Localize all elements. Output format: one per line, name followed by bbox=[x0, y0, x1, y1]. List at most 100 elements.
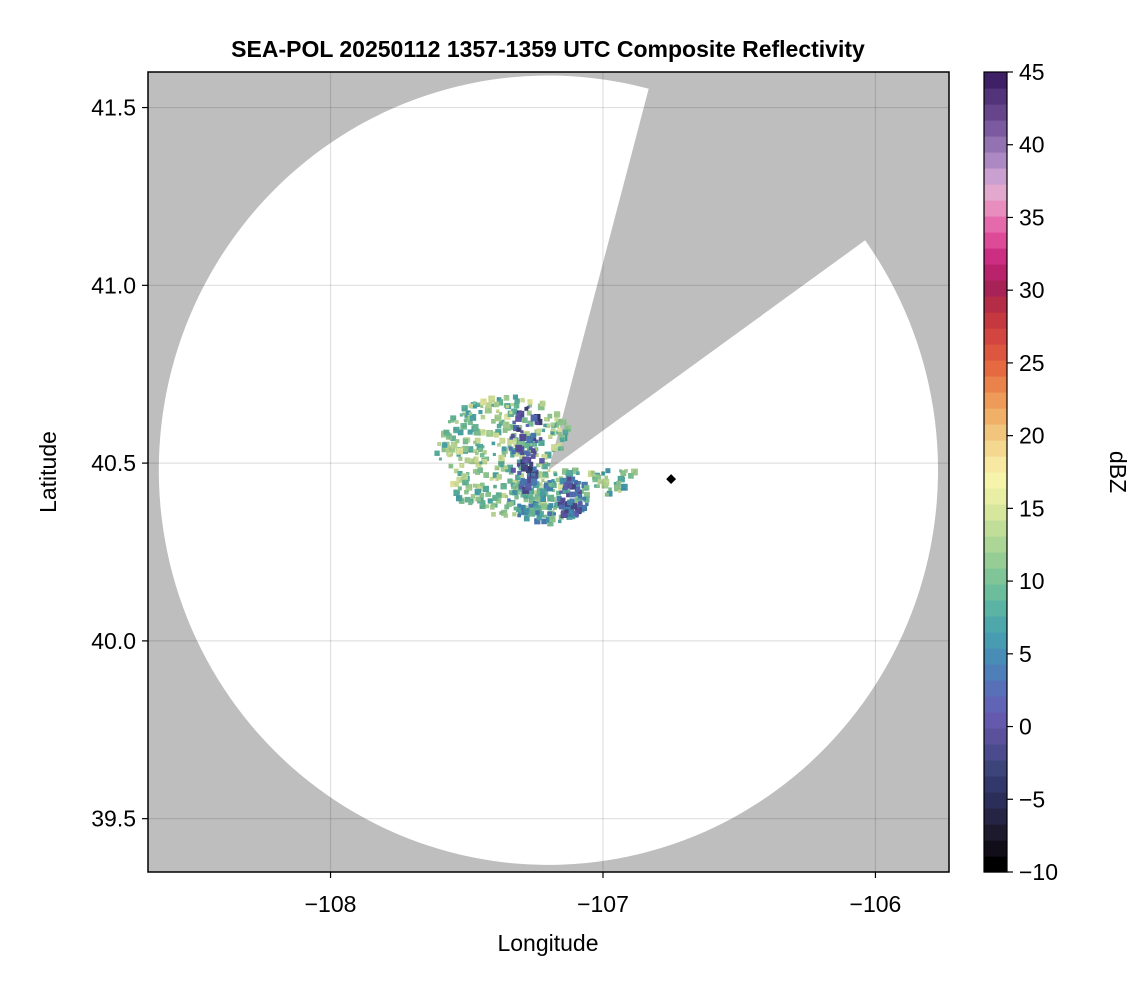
echo-pixel bbox=[557, 446, 562, 451]
echo-pixel bbox=[574, 481, 579, 485]
echo-pixel bbox=[509, 501, 515, 506]
echo-pixel bbox=[534, 518, 541, 525]
echo-pixel bbox=[524, 460, 529, 464]
echo-pixel bbox=[520, 504, 526, 510]
echo-pixel bbox=[441, 442, 448, 448]
colorbar-segment bbox=[984, 136, 1007, 153]
colorbar-tick-label: −5 bbox=[1019, 786, 1045, 812]
echo-pixel bbox=[493, 503, 498, 508]
colorbar-segment bbox=[984, 680, 1007, 697]
echo-pixel bbox=[513, 451, 519, 457]
echo-pixel bbox=[492, 403, 496, 408]
echo-pixel bbox=[461, 473, 468, 480]
echo-pixel bbox=[472, 401, 477, 405]
echo-pixel bbox=[513, 402, 520, 409]
echo-pixel bbox=[450, 435, 456, 442]
echo-pixel bbox=[501, 493, 507, 498]
echo-pixel bbox=[548, 487, 554, 492]
echo-pixel bbox=[496, 474, 502, 480]
echo-pixel bbox=[550, 431, 554, 435]
colorbar-segment bbox=[984, 184, 1007, 201]
echo-pixel bbox=[552, 488, 556, 492]
echo-pixel bbox=[458, 456, 463, 461]
colorbar-tick-label: 45 bbox=[1019, 59, 1045, 85]
echo-pixel bbox=[500, 483, 507, 490]
echo-pixel bbox=[484, 406, 492, 414]
echo-pixel bbox=[459, 463, 465, 468]
echo-pixel bbox=[614, 484, 621, 492]
echo-pixel bbox=[437, 442, 442, 446]
echo-pixel bbox=[519, 480, 525, 486]
echo-pixel bbox=[515, 415, 522, 422]
echo-pixel bbox=[450, 441, 458, 449]
echo-pixel bbox=[596, 484, 600, 488]
echo-pixel bbox=[479, 461, 483, 465]
echo-pixel bbox=[613, 481, 618, 486]
colorbar-segment bbox=[984, 520, 1007, 537]
echo-pixel bbox=[568, 511, 575, 518]
echo-pixel bbox=[523, 497, 529, 503]
echo-pixel bbox=[495, 409, 500, 413]
echo-pixel bbox=[557, 427, 562, 432]
echo-pixel bbox=[512, 512, 517, 517]
echo-pixel bbox=[520, 430, 524, 434]
echo-pixel bbox=[533, 490, 537, 494]
echo-pixel bbox=[575, 490, 582, 498]
echo-pixel bbox=[454, 420, 459, 424]
echo-pixel bbox=[574, 486, 581, 493]
echo-pixel bbox=[527, 399, 533, 405]
echo-pixel bbox=[556, 490, 561, 496]
echo-pixel bbox=[505, 495, 509, 499]
plot-area bbox=[148, 72, 949, 872]
echo-pixel bbox=[513, 438, 517, 442]
colorbar-ticks: −10 −5 0 5 10 15 20 25 30 35 40 45 bbox=[1007, 59, 1058, 885]
echo-pixel bbox=[481, 500, 486, 504]
echo-pixel bbox=[544, 482, 550, 489]
echo-pixel bbox=[546, 504, 553, 511]
colorbar-tick-label: 30 bbox=[1019, 277, 1045, 303]
echo-pixel bbox=[510, 453, 515, 458]
echo-pixel bbox=[479, 482, 485, 488]
echo-pixel bbox=[524, 442, 531, 449]
echo-pixel bbox=[448, 463, 454, 469]
echo-pixel bbox=[536, 418, 543, 426]
echo-pixel bbox=[516, 463, 521, 467]
echo-pixel bbox=[518, 483, 525, 490]
echo-pixel bbox=[457, 471, 463, 477]
echo-pixel bbox=[523, 515, 530, 522]
echo-pixel bbox=[450, 415, 457, 422]
echo-pixel bbox=[533, 473, 539, 479]
echo-pixel bbox=[514, 495, 519, 500]
echo-pixel bbox=[559, 490, 563, 494]
echo-pixel bbox=[510, 482, 515, 487]
echo-pixel bbox=[475, 461, 482, 468]
echo-pixel bbox=[513, 442, 519, 448]
echo-pixel bbox=[555, 477, 561, 483]
colorbar-segment bbox=[984, 440, 1007, 457]
echo-pixel bbox=[547, 413, 553, 419]
echo-pixel bbox=[558, 483, 565, 490]
echo-pixel bbox=[618, 489, 622, 493]
echo-pixel bbox=[602, 478, 610, 486]
echo-pixel bbox=[464, 496, 471, 503]
colorbar-segment bbox=[984, 232, 1007, 249]
echo-pixel bbox=[522, 456, 529, 464]
echo-pixel bbox=[499, 419, 505, 426]
colorbar-segment bbox=[984, 376, 1007, 393]
echo-pixel bbox=[570, 503, 577, 510]
echo-pixel bbox=[464, 490, 469, 495]
echo-pixel bbox=[538, 439, 545, 446]
echo-pixel bbox=[476, 430, 481, 436]
echo-pixel bbox=[515, 474, 521, 481]
echo-pixel bbox=[534, 420, 539, 425]
echo-pixel bbox=[488, 396, 495, 403]
colorbar-segment bbox=[984, 744, 1007, 761]
colorbar-segment bbox=[984, 536, 1007, 553]
echo-pixel bbox=[511, 408, 518, 415]
echo-pixel bbox=[536, 428, 541, 433]
echo-region-core bbox=[508, 405, 545, 494]
echo-pixel bbox=[449, 446, 456, 453]
colorbar-segment bbox=[984, 552, 1007, 569]
colorbar-segment bbox=[984, 248, 1007, 265]
